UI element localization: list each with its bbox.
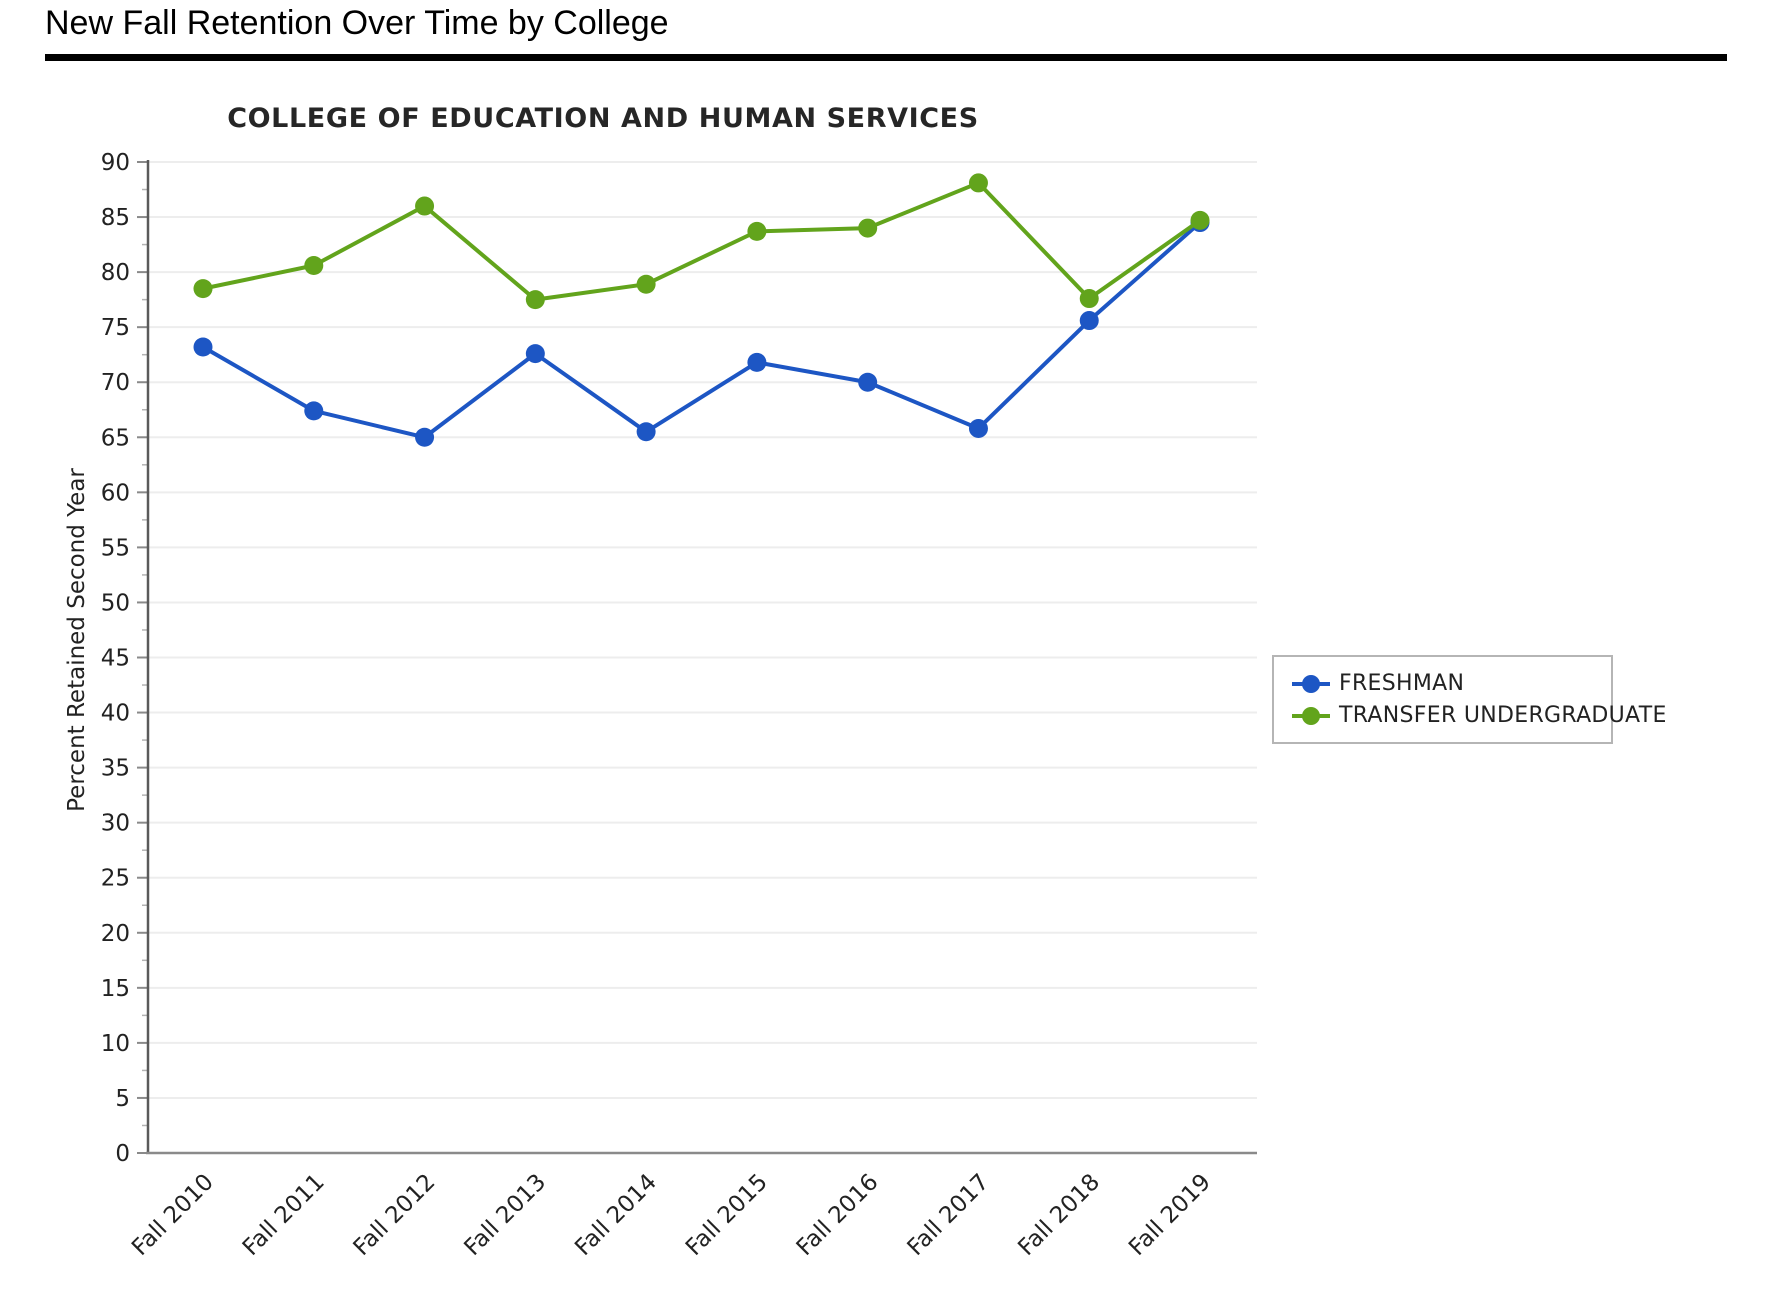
y-tick-label: 35 — [101, 756, 130, 782]
freshman-series-marker-icon — [1292, 673, 1330, 695]
x-axis-label: Fall 2015 — [681, 1169, 773, 1261]
x-axis-label: Fall 2013 — [459, 1169, 551, 1261]
x-axis-label: Fall 2019 — [1124, 1169, 1216, 1261]
data-point — [858, 372, 878, 392]
x-axis-label: Fall 2018 — [1013, 1169, 1105, 1261]
title-rule — [45, 54, 1727, 61]
y-tick-label: 20 — [101, 921, 130, 947]
y-tick-label: 5 — [115, 1086, 130, 1112]
x-axis-label: Fall 2011 — [238, 1169, 330, 1261]
legend-label-transfer-undergraduate: TRANSFER UNDERGRADUATE — [1339, 703, 1667, 728]
data-point — [525, 290, 545, 310]
data-point — [415, 196, 435, 216]
y-tick-label: 75 — [101, 315, 130, 341]
data-point — [193, 279, 213, 299]
freshman-line — [201, 220, 1203, 440]
series-transfer-undergraduate — [193, 173, 1210, 310]
y-tick-label: 45 — [101, 646, 130, 672]
svg-text:Fall 2019: Fall 2019 — [1124, 1169, 1216, 1261]
y-tick-label: 60 — [101, 480, 130, 506]
page-title: New Fall Retention Over Time by College — [45, 4, 669, 42]
data-point — [747, 352, 767, 372]
data-point — [858, 218, 878, 238]
data-point — [1079, 311, 1099, 331]
x-axis-label: Fall 2016 — [792, 1169, 884, 1261]
data-point — [636, 274, 656, 294]
legend-label-freshman: FRESHMAN — [1339, 671, 1465, 696]
y-tick-label: 90 — [101, 150, 130, 176]
legend-item-transfer-undergraduate: TRANSFER UNDERGRADUATE — [1292, 703, 1666, 728]
svg-text:Fall 2013: Fall 2013 — [459, 1169, 551, 1261]
svg-text:Fall 2014: Fall 2014 — [570, 1169, 662, 1261]
data-point — [1079, 289, 1099, 309]
data-point — [968, 173, 988, 193]
data-point — [747, 221, 767, 241]
data-point — [1190, 210, 1210, 230]
transfer-undergraduate-line — [201, 180, 1203, 302]
legend-item-freshman: FRESHMAN — [1292, 671, 1611, 696]
svg-text:Fall 2018: Fall 2018 — [1013, 1169, 1105, 1261]
data-point — [636, 422, 656, 442]
y-tick-label: 15 — [101, 976, 130, 1002]
svg-text:Fall 2010: Fall 2010 — [127, 1169, 219, 1261]
y-tick-label: 30 — [101, 811, 130, 837]
data-point — [968, 418, 988, 438]
y-tick-label: 25 — [101, 866, 130, 892]
y-tick-label: 85 — [101, 205, 130, 231]
data-point — [304, 401, 324, 421]
y-tick-label: 10 — [101, 1031, 130, 1057]
y-tick-label: 50 — [101, 590, 130, 616]
data-point — [415, 427, 435, 447]
x-axis-label: Fall 2014 — [570, 1169, 662, 1261]
data-point — [525, 344, 545, 364]
y-tick-label: 0 — [115, 1141, 130, 1167]
data-point — [304, 256, 324, 276]
data-point — [193, 337, 213, 357]
y-tick-label: 70 — [101, 370, 130, 396]
chart-title: COLLEGE OF EDUCATION AND HUMAN SERVICES — [227, 103, 979, 134]
x-axis-label: Fall 2012 — [349, 1169, 441, 1261]
svg-text:Fall 2016: Fall 2016 — [792, 1169, 884, 1261]
svg-text:Fall 2017: Fall 2017 — [903, 1169, 995, 1261]
y-tick-label: 55 — [101, 535, 130, 561]
y-tick-label: 40 — [101, 701, 130, 727]
y-tick-label: 65 — [101, 425, 130, 451]
svg-text:Fall 2011: Fall 2011 — [238, 1169, 330, 1261]
legend: FRESHMAN TRANSFER UNDERGRADUATE — [1272, 655, 1666, 744]
x-axis-label: Fall 2010 — [127, 1169, 219, 1261]
x-axis-label: Fall 2017 — [903, 1169, 995, 1261]
svg-text:Fall 2012: Fall 2012 — [349, 1169, 441, 1261]
transfer-series-marker-icon — [1292, 705, 1330, 727]
y-tick-label: 80 — [101, 260, 130, 286]
svg-text:Fall 2015: Fall 2015 — [681, 1169, 773, 1261]
